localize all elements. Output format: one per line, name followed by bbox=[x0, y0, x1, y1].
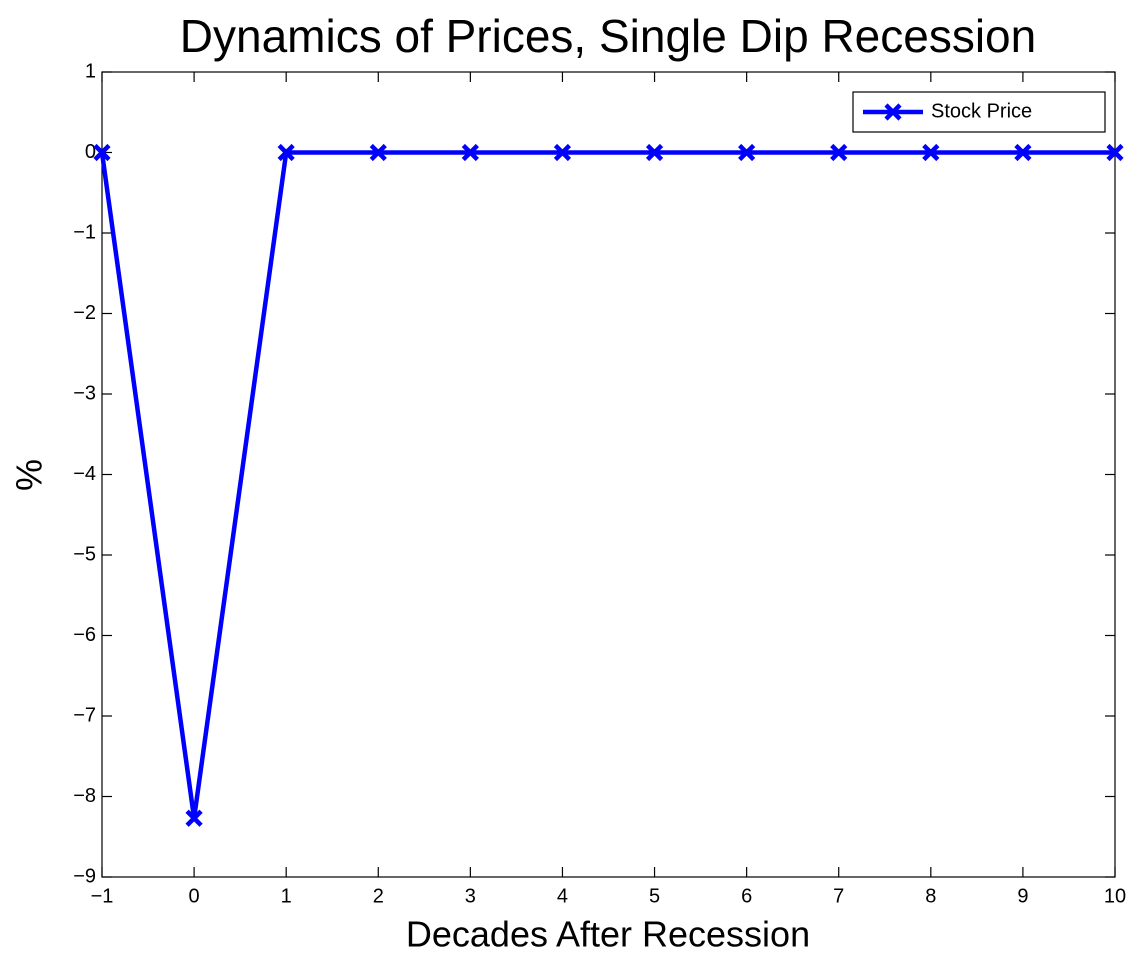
x-tick-label: 9 bbox=[1017, 885, 1028, 907]
y-tick-label: −4 bbox=[73, 463, 96, 485]
legend: Stock Price bbox=[852, 91, 1106, 133]
x-tick-label: 5 bbox=[649, 885, 660, 907]
y-tick-label: −2 bbox=[73, 302, 96, 324]
marker bbox=[93, 143, 111, 162]
marker bbox=[830, 143, 848, 162]
y-tick-label: 0 bbox=[85, 141, 96, 163]
y-tick-label: −9 bbox=[73, 865, 96, 887]
marker bbox=[884, 103, 902, 121]
marker bbox=[277, 143, 295, 162]
chart-title: Dynamics of Prices, Single Dip Recession bbox=[180, 10, 1036, 62]
x-tick-label: 2 bbox=[373, 885, 384, 907]
marker bbox=[369, 143, 387, 162]
y-tick-label: −7 bbox=[73, 704, 96, 726]
marker bbox=[185, 809, 203, 827]
marker bbox=[553, 143, 572, 162]
y-tick-label: −8 bbox=[73, 785, 96, 807]
x-axis-label: Decades After Recession bbox=[406, 914, 810, 955]
series-line bbox=[99, 150, 1115, 821]
y-axis-label: % bbox=[9, 459, 50, 491]
y-tick-label: −1 bbox=[73, 221, 96, 243]
x-tick-label: −1 bbox=[91, 885, 114, 907]
marker bbox=[922, 143, 940, 162]
legend-label: Stock Price bbox=[931, 100, 1032, 122]
marker bbox=[738, 143, 756, 162]
x-tick-label: 8 bbox=[925, 885, 936, 907]
y-tick-label: −6 bbox=[73, 624, 96, 646]
marker bbox=[1106, 143, 1124, 162]
y-tick-label: −3 bbox=[73, 382, 96, 404]
y-tick-label: 1 bbox=[85, 60, 96, 82]
x-tick-label: 1 bbox=[281, 885, 292, 907]
x-tick-label: 6 bbox=[741, 885, 752, 907]
y-tick-label: −5 bbox=[73, 543, 96, 565]
x-tick-label: 10 bbox=[1104, 885, 1126, 907]
marker bbox=[461, 143, 479, 162]
x-tick-label: 3 bbox=[465, 885, 476, 907]
x-tick-label: 4 bbox=[557, 885, 568, 907]
marker bbox=[1014, 143, 1032, 162]
x-tick-label: 0 bbox=[189, 885, 200, 907]
x-tick-label: 7 bbox=[833, 885, 844, 907]
marker bbox=[645, 143, 664, 162]
